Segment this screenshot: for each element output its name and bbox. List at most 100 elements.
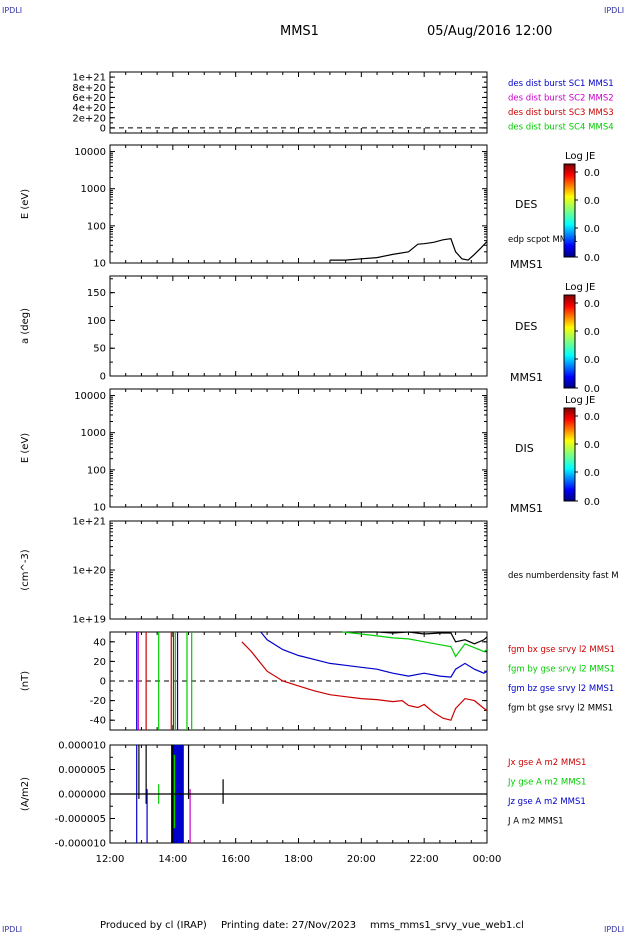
legend-entry: des dist burst SC2 MMS2 [508, 94, 614, 104]
legend-entry: Jz gse A m2 MMS1 [507, 797, 586, 807]
colorbar-tick-label: 0.0 [584, 327, 600, 338]
footer-printing-date: Printing date: 27/Nov/2023 [221, 920, 356, 931]
y-axis-label: (A/m2) [20, 777, 31, 811]
x-tick-label: 22:00 [410, 854, 439, 865]
colorbar-tick-label: 0.0 [584, 384, 600, 395]
y-tick-label: 1e+21 [72, 73, 106, 84]
x-tick-label: 14:00 [158, 854, 187, 865]
y-tick-label: 10 [93, 259, 106, 270]
x-tick-label: 20:00 [347, 854, 376, 865]
colorbar-tick-label: 0.0 [584, 497, 600, 508]
series-line [329, 238, 488, 261]
y-tick-label: 0.000010 [58, 741, 106, 752]
series-line [241, 641, 488, 721]
panel-frame [109, 388, 488, 508]
y-tick-label: 10 [93, 503, 106, 514]
y-tick-label: -0.000010 [55, 839, 106, 850]
y-tick-label: 1000 [81, 428, 106, 439]
panel-frame [109, 275, 488, 377]
colorbar-title: Log JE [565, 395, 595, 406]
legend-entry: fgm bt gse srvy l2 MMS1 [508, 704, 613, 714]
colorbar-tick-label: 0.0 [584, 224, 600, 235]
y-axis-label: a (deg) [20, 308, 31, 344]
colorbar [563, 294, 576, 389]
y-tick-label: 50 [93, 344, 106, 355]
colorbar [563, 163, 576, 258]
y-tick-label: 1e+21 [72, 517, 106, 528]
y-tick-label: 1e+20 [72, 566, 106, 577]
x-tick-label: 16:00 [221, 854, 250, 865]
side-label: DES [515, 198, 537, 211]
legend-entry: des dist burst SC4 MMS4 [508, 123, 614, 133]
y-tick-label: -0.000005 [55, 814, 106, 825]
x-tick-label: 12:00 [96, 854, 125, 865]
y-tick-label: 0.000005 [58, 765, 106, 776]
y-tick-label: 1e+19 [72, 615, 106, 626]
y-tick-label: 4e+20 [72, 103, 106, 114]
y-tick-label: 10000 [74, 391, 106, 402]
panel-6: 40 20 0 -20 -40 (nT) fgm bx gse srvy l2 MMS1 fg… [20, 631, 615, 731]
y-tick-label: -20 [90, 696, 106, 707]
y-tick-label: 100 [87, 221, 106, 232]
panel-5: 1e+21 1e+20 1e+19 (cm^-3) des numberdensity … [20, 517, 619, 626]
legend-entry: J A m2 MMS1 [507, 817, 564, 827]
legend-entry: fgm by gse srvy l2 MMS1 [508, 665, 615, 675]
y-tick-label: 8e+20 [72, 83, 106, 94]
y-axis-label: (nT) [20, 671, 31, 691]
corner-label-top-left: IPDLI [2, 6, 22, 15]
x-tick-label: 00:00 [473, 854, 502, 865]
footer-filename: mms_mms1_srvy_vue_web1.cl [370, 920, 524, 931]
colorbar-tick-label: 0.0 [584, 196, 600, 207]
instrument-label: MMS1 [510, 371, 543, 384]
series-line [355, 631, 488, 645]
legend-entry: des dist burst SC1 MMS1 [508, 79, 614, 89]
side-label: DES [515, 320, 537, 333]
overlay-label: edp scpot MMS1 [508, 235, 578, 245]
legend-entry: fgm bz gse srvy l2 MMS1 [508, 684, 614, 694]
corner-label-bottom-right: IPDLI [604, 925, 624, 934]
panel-3: 150 100 50 0 a (deg) DES MMS1 Log JE 0.0 0.0 0.0 0.… [20, 275, 600, 395]
colorbar-tick-label: 0.0 [584, 468, 600, 479]
legend-entry: des dist burst SC3 MMS3 [508, 108, 614, 118]
colorbar-tick-label: 0.0 [584, 355, 600, 366]
legend-entry: Jy gse A m2 MMS1 [507, 778, 586, 788]
y-tick-label: 6e+20 [72, 93, 106, 104]
legend-entry: Jx gse A m2 MMS1 [507, 758, 586, 768]
panel-frame [109, 520, 488, 620]
y-tick-label: 1000 [81, 184, 106, 195]
panel-frame [109, 144, 488, 264]
y-tick-label: 0.000000 [58, 790, 106, 801]
colorbar-title: Log JE [565, 282, 595, 293]
y-tick-label: 0 [100, 372, 106, 383]
page-title: MMS1 [280, 24, 319, 39]
y-tick-label: 0 [100, 123, 106, 134]
y-tick-label: 100 [87, 316, 106, 327]
panel-2: 10000 1000 100 10 E (eV) DES MMS1 edp scpot MMS… [20, 144, 600, 271]
legend-entry: fgm bx gse srvy l2 MMS1 [508, 645, 615, 655]
instrument-label: MMS1 [510, 258, 543, 271]
footer-produced-by: Produced by cl (IRAP) [100, 920, 207, 931]
y-tick-label: 10000 [74, 147, 106, 158]
y-axis-label: E (eV) [20, 433, 31, 463]
legend-entry: des numberdensity fast M [508, 571, 619, 581]
colorbar-tick-label: 0.0 [584, 412, 600, 423]
colorbar-tick-label: 0.0 [584, 440, 600, 451]
colorbar-tick-label: 0.0 [584, 299, 600, 310]
y-tick-label: 0 [100, 677, 106, 688]
y-tick-label: 40 [93, 637, 106, 648]
y-tick-label: 100 [87, 465, 106, 476]
corner-label-bottom-left: IPDLI [2, 925, 22, 934]
x-tick-label: 18:00 [284, 854, 313, 865]
series-line [342, 631, 488, 658]
panel-frame [109, 71, 488, 134]
y-tick-label: -40 [90, 716, 106, 727]
y-tick-label: 150 [87, 288, 106, 299]
page-date: 05/Aug/2016 12:00 [427, 24, 552, 39]
y-tick-label: 2e+20 [72, 113, 106, 124]
colorbar-title: Log JE [565, 151, 595, 162]
side-label: DIS [515, 442, 534, 455]
colorbar-tick-label: 0.0 [584, 168, 600, 179]
